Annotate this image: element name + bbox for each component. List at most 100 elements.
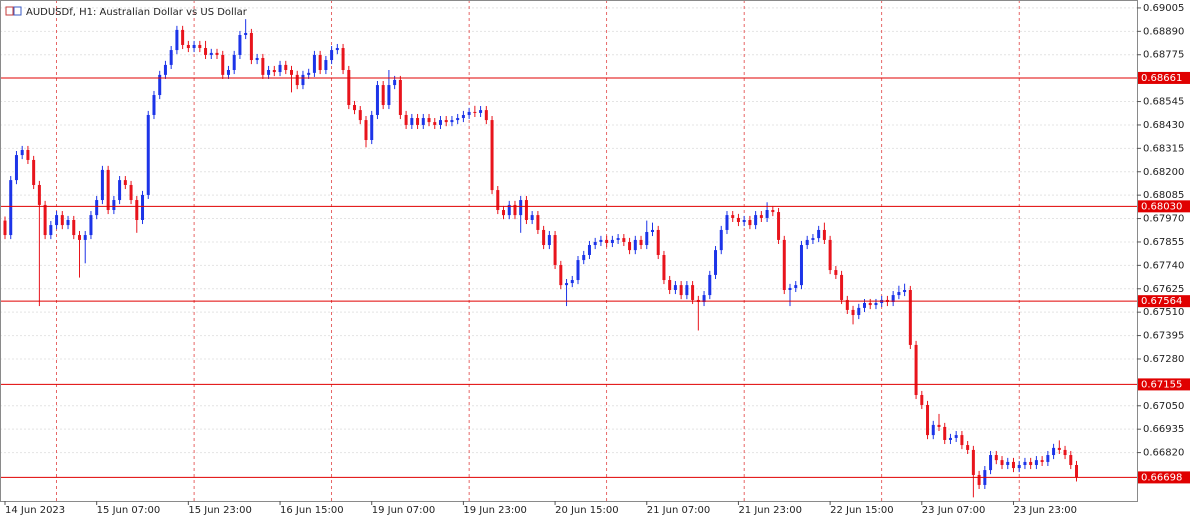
y-tick-label: 0.66935 <box>1143 424 1184 435</box>
x-tick-label: 19 Jun 23:00 <box>463 505 527 516</box>
y-tick-label: 0.68545 <box>1143 97 1184 108</box>
y-tick-label: 0.66820 <box>1143 448 1184 459</box>
candle-body <box>777 212 781 240</box>
candle-body <box>26 149 30 160</box>
candle-body <box>484 110 488 121</box>
candle-body <box>507 204 511 216</box>
y-tick-label: 0.68775 <box>1143 50 1184 61</box>
candle-body <box>570 280 574 284</box>
x-tick-label: 21 Jun 07:00 <box>647 505 711 516</box>
x-tick-label: 23 Jun 07:00 <box>922 505 986 516</box>
candle-body <box>226 70 230 75</box>
candle-body <box>438 120 442 125</box>
candle-body <box>43 204 47 236</box>
candle-body <box>714 250 718 275</box>
x-tick-label: 23 Jun 23:00 <box>1013 505 1077 516</box>
plot-frame <box>0 0 1138 502</box>
chart-title: AUDUSDf, H1: Australian Dollar vs US Dol… <box>26 7 248 18</box>
candle-body <box>135 200 139 220</box>
candle-body <box>347 70 351 106</box>
candle-body <box>524 200 528 220</box>
candle-body <box>158 74 162 96</box>
candle-body <box>817 229 821 239</box>
candle-body <box>364 120 368 141</box>
y-tick-label: 0.67625 <box>1143 284 1184 295</box>
candle-body <box>49 225 53 236</box>
candle-body <box>851 309 855 316</box>
level-label: 0.68661 <box>1141 73 1182 84</box>
candle-body <box>152 95 156 115</box>
candle-body <box>32 159 36 185</box>
candle-body <box>169 50 173 65</box>
candle-body <box>662 254 666 281</box>
candle-body <box>232 54 236 71</box>
candle-body <box>702 295 706 302</box>
candle-body <box>908 289 912 345</box>
candle-body <box>55 215 59 226</box>
candle-body <box>393 79 397 86</box>
candle-body <box>1011 461 1015 469</box>
candle-body <box>387 85 391 106</box>
candle-body <box>576 260 580 281</box>
level-label: 0.67564 <box>1141 296 1182 307</box>
candle-body <box>668 280 672 290</box>
candle-body <box>708 274 712 296</box>
y-tick-label: 0.67510 <box>1143 307 1184 318</box>
candle-body <box>95 200 99 216</box>
plot-layer <box>0 0 1137 502</box>
candle-body <box>645 231 649 246</box>
candle-body <box>330 50 334 61</box>
candle-body <box>112 200 116 211</box>
candle-body <box>370 114 374 141</box>
candle-body <box>553 235 557 265</box>
candle-body <box>335 48 339 51</box>
y-tick-label: 0.67050 <box>1143 401 1184 412</box>
candle-body <box>587 245 591 255</box>
y-tick-label: 0.68430 <box>1143 120 1184 131</box>
candle-body <box>868 303 872 306</box>
candle-body <box>312 54 316 73</box>
candle-body <box>794 285 798 288</box>
x-tick-label: 20 Jun 15:00 <box>555 505 619 516</box>
candle-body <box>954 435 958 438</box>
y-tick-label: 0.67280 <box>1143 354 1184 365</box>
candle-body <box>788 287 792 290</box>
candle-body <box>479 110 483 113</box>
candle-body <box>353 105 357 111</box>
candle-body <box>593 241 597 246</box>
candle-body <box>295 74 299 86</box>
candle-body <box>1017 464 1021 469</box>
candle-body <box>691 285 695 300</box>
icon-left <box>5 6 14 16</box>
candle-body <box>404 114 408 125</box>
candle-body <box>502 210 506 216</box>
candle-body <box>857 307 861 316</box>
candle-body <box>249 32 253 61</box>
candle-body <box>175 29 179 51</box>
candle-body <box>1075 464 1079 478</box>
candle-body <box>77 235 81 240</box>
candle-body <box>731 215 735 218</box>
level-tag <box>1138 295 1190 308</box>
candle-body <box>450 120 454 123</box>
candle-body <box>771 210 775 213</box>
candle-body <box>267 70 271 75</box>
candle-body <box>284 64 288 71</box>
candle-body <box>719 229 723 251</box>
candle-body <box>496 190 500 211</box>
candle-body <box>582 254 586 261</box>
candle-body <box>278 64 282 73</box>
candle-body <box>123 180 127 185</box>
candle-body <box>559 264 563 286</box>
candle-body <box>519 200 523 216</box>
candle-body <box>9 180 13 236</box>
candle-body <box>444 120 448 123</box>
candle-body <box>146 114 150 195</box>
candle-body <box>948 437 952 440</box>
candle-body <box>547 235 551 246</box>
candle-body <box>960 435 964 446</box>
candle-body <box>1052 447 1056 456</box>
candle-body <box>1057 447 1061 450</box>
candle-body <box>805 239 809 246</box>
